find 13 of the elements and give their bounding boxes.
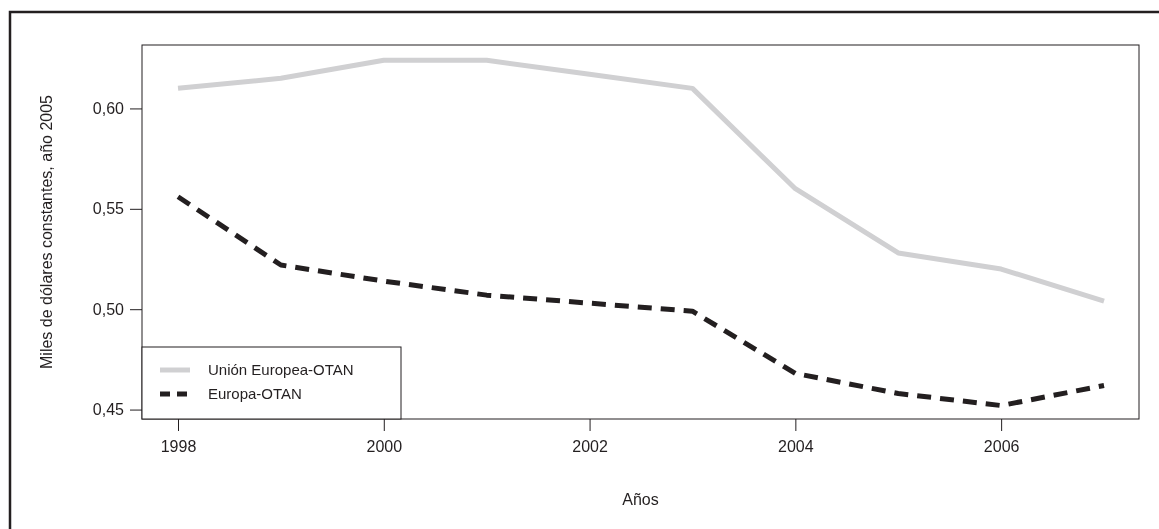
x-tick-label: 2000 xyxy=(366,438,403,456)
x-tick-label: 2006 xyxy=(983,438,1020,456)
x-axis-title: Años xyxy=(622,491,659,508)
y-tick-label: 0,50 xyxy=(92,300,125,318)
x-tick-label: 1998 xyxy=(160,438,197,456)
y-tick-label: 0,55 xyxy=(92,200,125,218)
x-tick-label: 2002 xyxy=(572,438,608,456)
legend-label: Europa-OTAN xyxy=(208,385,302,402)
y-axis-title: Miles de dólares constantes, año 2005 xyxy=(38,94,55,369)
legend-label: Unión Europea-OTAN xyxy=(208,361,354,378)
x-tick-label: 2004 xyxy=(778,438,814,456)
y-tick-label: 0,60 xyxy=(92,100,125,118)
y-tick-label: 0,45 xyxy=(92,401,125,419)
